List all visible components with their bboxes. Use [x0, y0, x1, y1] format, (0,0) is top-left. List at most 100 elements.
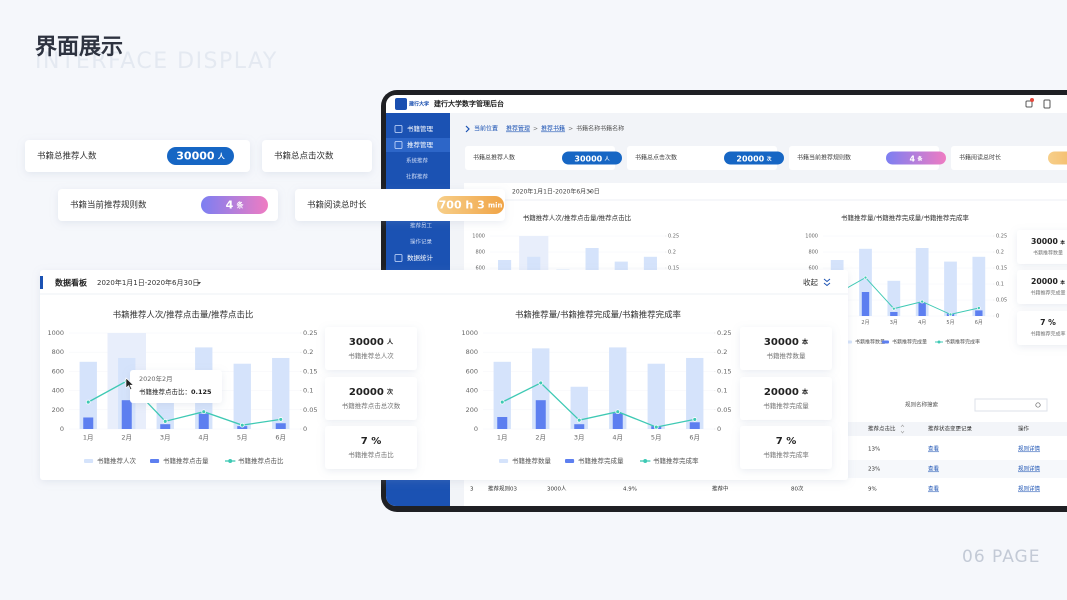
cursor: [125, 377, 135, 390]
legend-label: 书籍推荐完成量: [892, 339, 927, 346]
breadcrumb-sep: >: [533, 126, 538, 133]
dashboard-panel: 数据看板 2020年1月1日-2020年6月30日 收起书籍推荐人次/推荐点击量/推…: [40, 270, 848, 480]
table-column: 推荐点击比: [868, 425, 896, 433]
value: 30000: [764, 337, 799, 348]
bar: [612, 413, 623, 429]
kpi-value: 20000 本: [1031, 277, 1065, 286]
tooltip-text: 书籍推荐点击比：0.125: [139, 387, 212, 396]
chart-title: 书籍推荐量/书籍推荐完成量/书籍推荐完成率: [515, 310, 682, 320]
legend-label: 书籍推荐人次: [97, 456, 137, 465]
bar: [493, 361, 511, 429]
legend-swatch: [882, 340, 889, 344]
kpi-label: 书籍推荐点击比: [348, 450, 394, 459]
y-tick-label: 1000: [47, 329, 64, 337]
float-card-label: 书籍总点击次数: [274, 151, 334, 162]
table-cell: 查看: [928, 465, 940, 473]
menu-icon: [394, 141, 403, 149]
unit: 人: [605, 155, 610, 162]
search-box: [974, 398, 1048, 412]
value: 20000: [1031, 277, 1059, 286]
y-tick-label: 800: [466, 348, 478, 356]
menu-icon: [394, 125, 403, 133]
float-card-label: 书籍阅读总时长: [307, 200, 367, 211]
value: 7 %: [1040, 318, 1056, 327]
table-column: 推荐状态变更记录: [928, 425, 973, 433]
y-tick-label: 1000: [472, 234, 485, 240]
legend-label: 书籍推荐点击比: [238, 456, 284, 465]
collapse-button[interactable]: 收起: [803, 277, 818, 287]
bar: [890, 312, 898, 316]
page-title: 界面展示: [35, 35, 123, 60]
search-label: 规则名称搜索: [905, 401, 939, 409]
line-point: [863, 275, 868, 280]
value: 20000: [349, 387, 384, 398]
panel-title: 数据看板: [55, 278, 88, 288]
float-card-pill: [201, 196, 268, 214]
x-tick-label: 5月: [237, 433, 248, 441]
unit: 本: [801, 338, 809, 346]
unit: 条: [918, 155, 923, 162]
float-card-pill: [437, 196, 504, 214]
bar: [972, 256, 986, 316]
legend-label: 书籍推荐数量: [512, 456, 552, 465]
unit: 次: [387, 388, 394, 396]
x-tick-label: 3月: [160, 433, 171, 441]
y-tick-label: 400: [52, 387, 64, 395]
caret: [197, 282, 201, 285]
bar: [915, 248, 929, 316]
y-tick-label: 400: [466, 387, 478, 395]
x-tick-label: 6月: [275, 433, 286, 441]
menu-item: 书籍管理: [407, 124, 434, 133]
kpi-label: 书籍推荐数量: [1033, 250, 1063, 257]
y2-tick-label: 0.2: [717, 348, 727, 356]
chart-title: 书籍推荐人次/推荐点击量/推荐点击比: [113, 310, 254, 320]
table-cell: 4.9%: [623, 487, 637, 493]
chart-title: 书籍推荐人次/推荐点击量/推荐点击比: [523, 213, 632, 222]
line-point: [653, 424, 659, 430]
x-tick-label: 1月: [497, 433, 508, 441]
bar: [570, 386, 588, 429]
bar: [975, 310, 983, 316]
y-tick-label: 200: [52, 406, 64, 414]
x-tick-label: 3月: [890, 320, 898, 326]
stat-pill: [724, 151, 784, 165]
bar: [689, 422, 700, 429]
menu-icon: [394, 254, 403, 262]
line-point: [892, 306, 896, 311]
legend-swatch: [937, 340, 941, 344]
bar: [79, 361, 97, 429]
line-point: [538, 380, 544, 386]
float-card-pill: [167, 147, 234, 165]
x-tick-label: 5月: [946, 320, 954, 326]
stat-value: 20000 次: [736, 154, 771, 163]
y2-tick-label: 0.1: [996, 282, 1004, 288]
bar: [944, 261, 957, 316]
x-tick-label: 2月: [121, 433, 132, 441]
unit: 次: [767, 155, 772, 162]
y2-tick-label: 0.05: [996, 298, 1007, 304]
line: [87, 380, 281, 426]
stat-label: 书籍阅读总时长: [959, 154, 1001, 162]
bar: [497, 417, 508, 429]
legend-label: 书籍推荐数量: [855, 339, 885, 346]
y2-tick-label: 0.15: [996, 266, 1007, 272]
value: 7 %: [361, 436, 382, 447]
line-point: [615, 409, 621, 415]
value: 20000: [736, 154, 764, 163]
legend-label: 书籍推荐完成率: [945, 339, 980, 346]
line: [501, 382, 695, 428]
legend-swatch: [84, 459, 94, 463]
unit: 本: [1060, 238, 1065, 245]
watermark: INTERFACE DISPLAY: [35, 49, 278, 74]
table-cell: 规则详情: [1018, 445, 1041, 453]
table-column: 操作: [1018, 425, 1030, 433]
kpi-label: 书籍推荐完成率: [1030, 331, 1065, 338]
legend-label: 书籍推荐完成率: [653, 456, 699, 465]
table-cell: 查看: [928, 445, 940, 453]
y2-tick-label: 0.05: [717, 406, 731, 414]
y2-tick-label: 0: [717, 425, 721, 433]
line-point: [692, 417, 698, 422]
